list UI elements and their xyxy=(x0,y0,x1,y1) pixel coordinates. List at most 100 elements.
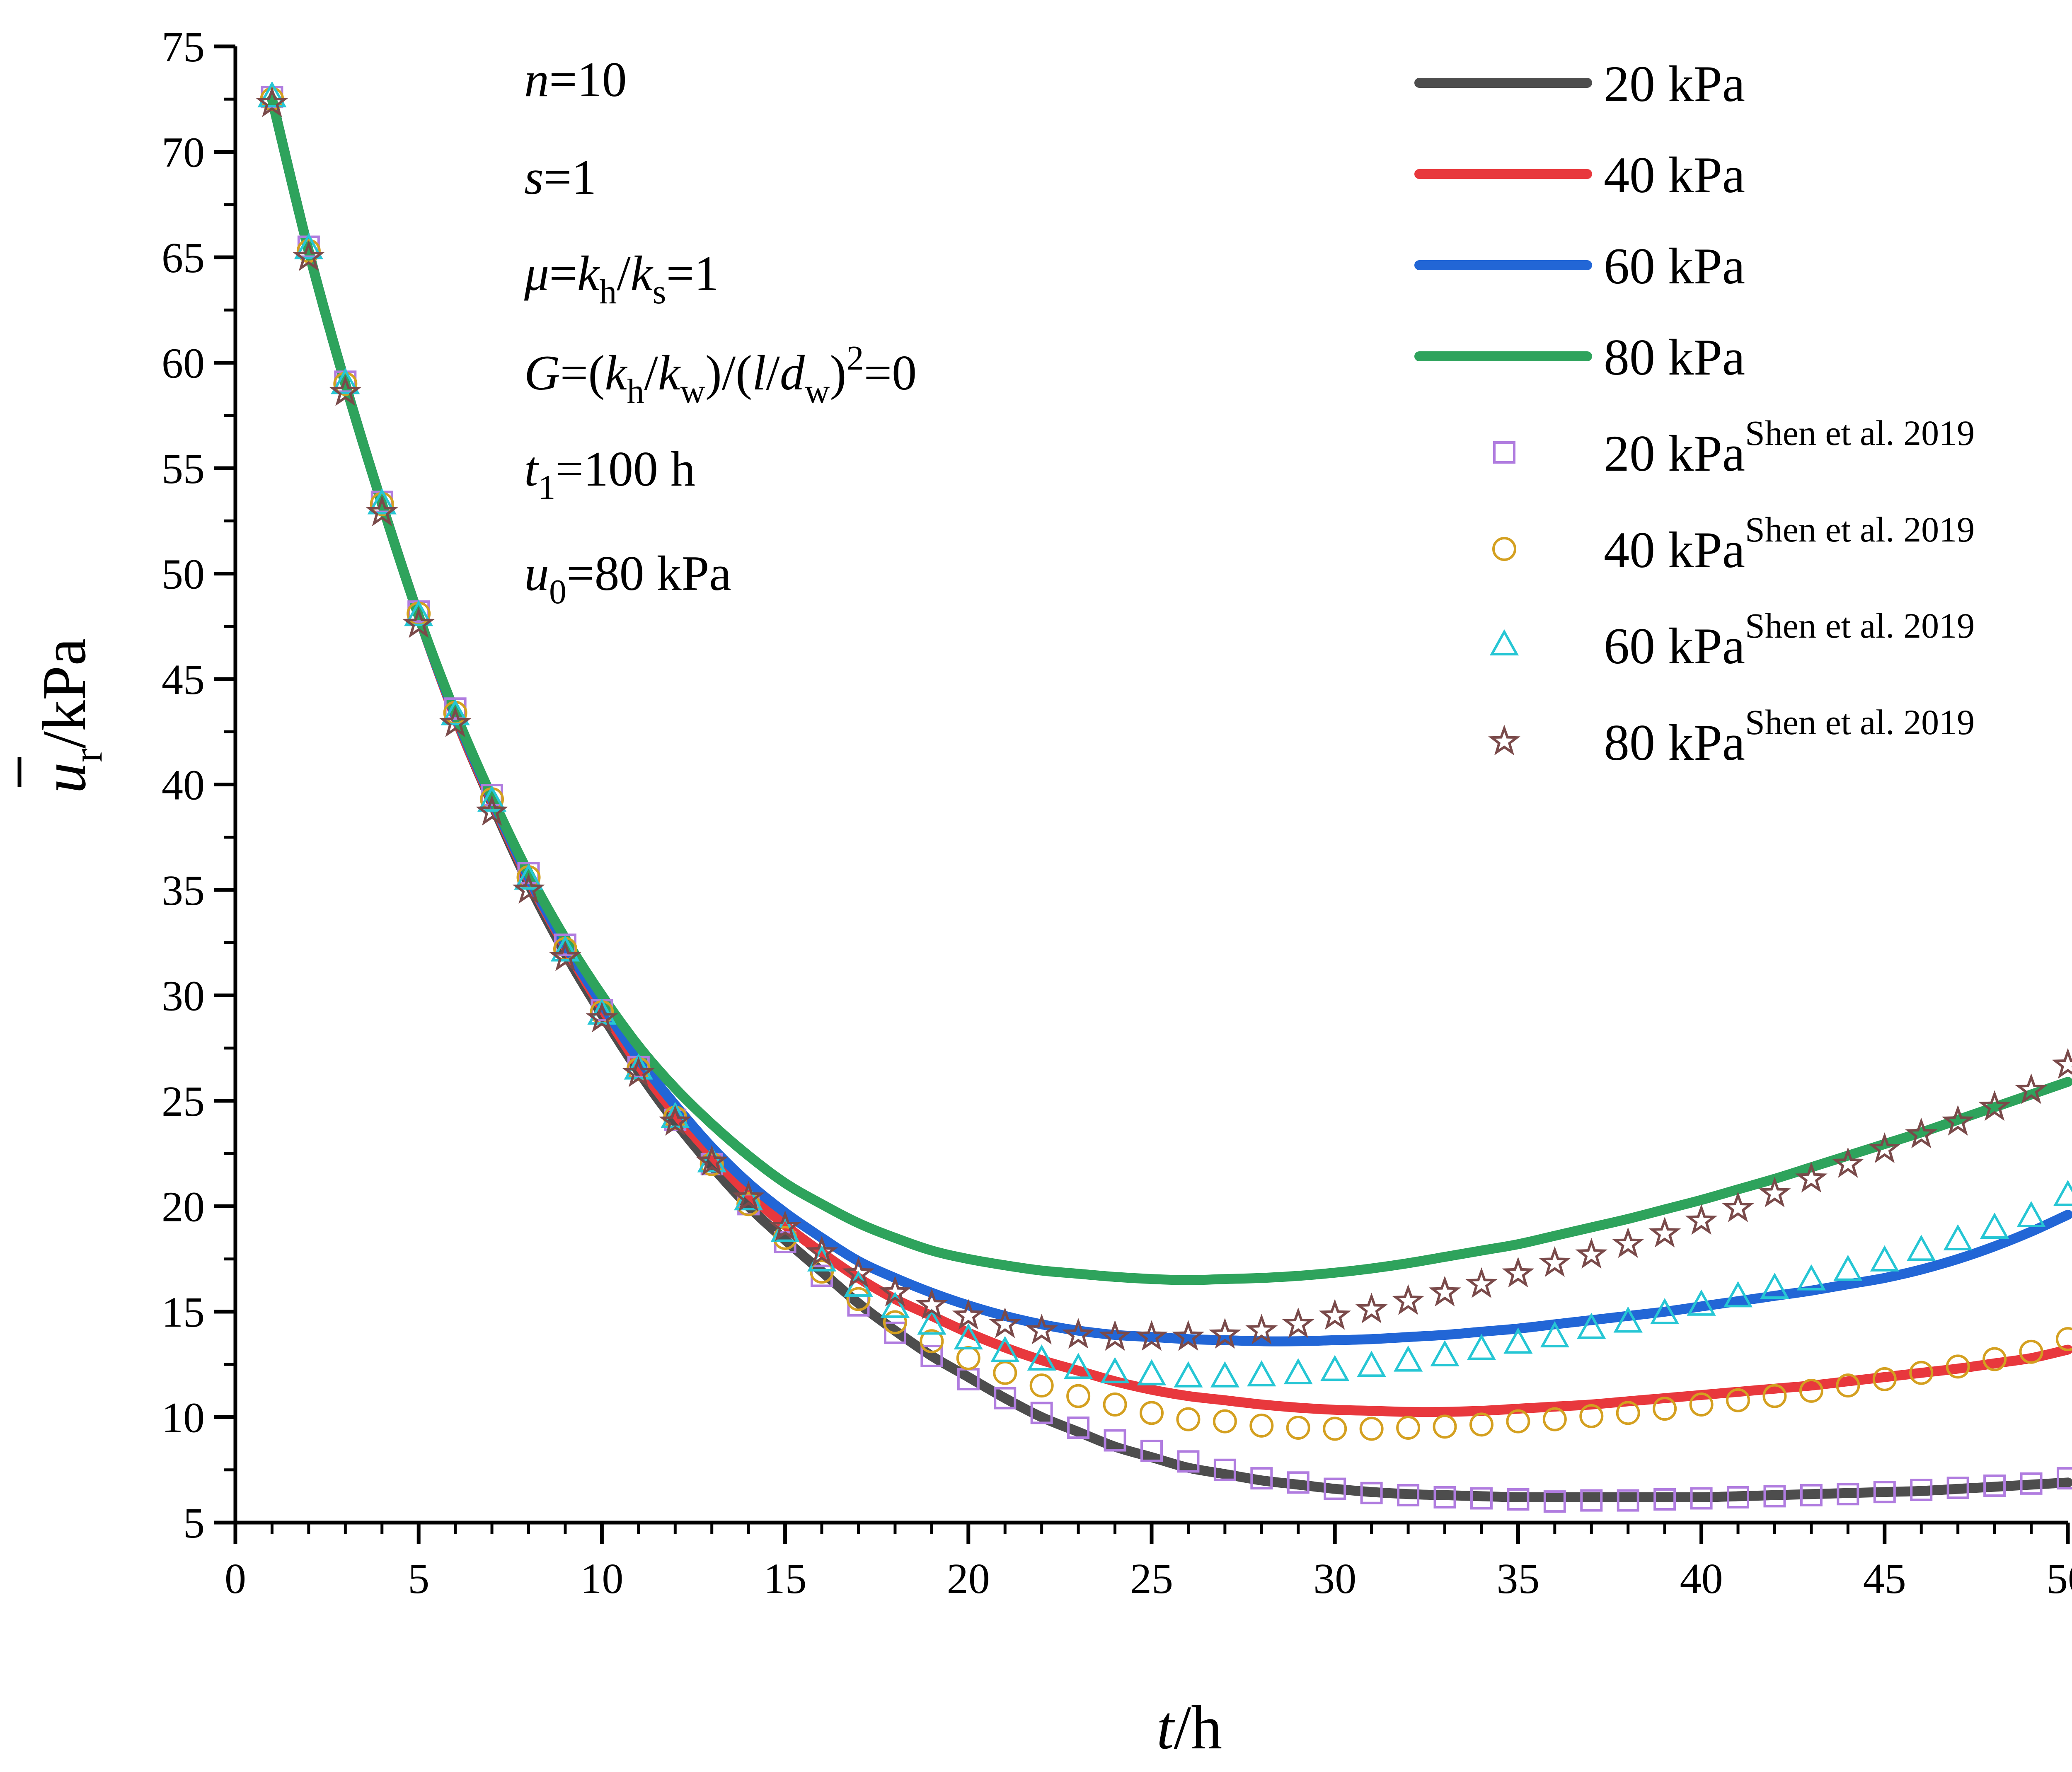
x-tick-label: 30 xyxy=(1313,1555,1356,1603)
marker-series-80-kpa xyxy=(256,86,2072,1351)
circle-marker xyxy=(1140,1401,1164,1425)
triangle-marker xyxy=(514,863,543,890)
annotation-line: n=10 xyxy=(524,52,627,107)
triangle-marker xyxy=(1907,1235,1936,1261)
star-marker xyxy=(952,1299,985,1330)
legend-item: 60 kPa xyxy=(1414,238,1745,295)
triangle-marker xyxy=(1489,629,1519,655)
x-ticks: 0 5 10 15 20 25 30 35 40 45 50 xyxy=(225,1523,2072,1603)
circle-marker xyxy=(1359,1417,1384,1441)
y-tick-label: 20 xyxy=(162,1183,205,1231)
square-marker xyxy=(1030,1402,1053,1424)
triangle-marker xyxy=(1137,1359,1167,1385)
triangle-marker xyxy=(1870,1245,1899,1272)
square-marker xyxy=(2020,1472,2043,1495)
star-marker xyxy=(402,607,435,638)
legend-item: 20 kPa xyxy=(1414,56,1745,112)
square-marker xyxy=(1433,1486,1456,1508)
star-marker xyxy=(1612,1227,1644,1258)
star-marker xyxy=(366,495,398,527)
star-marker xyxy=(1648,1216,1681,1247)
circle-marker xyxy=(1689,1392,1714,1417)
circle-marker xyxy=(1982,1347,2007,1371)
x-axis-var: t xyxy=(1157,1693,1175,1762)
circle-marker xyxy=(700,1152,724,1176)
square-marker xyxy=(1213,1458,1236,1481)
circle-marker xyxy=(1579,1404,1604,1428)
marker-series-60-kpa xyxy=(257,81,2072,1388)
series-line-80-kpa xyxy=(267,94,2072,1285)
legend-label: 60 kPaShen et al. 2019 xyxy=(1604,606,1975,674)
star-marker xyxy=(622,1056,655,1087)
triangle-marker xyxy=(1247,1360,1276,1387)
x-tick-label: 40 xyxy=(1680,1555,1723,1603)
square-marker xyxy=(1653,1488,1676,1511)
x-axis-title: t/h xyxy=(1157,1693,1222,1762)
square-marker xyxy=(1067,1416,1090,1439)
annotation-line: t1=100 h xyxy=(524,441,695,507)
circle-marker xyxy=(1909,1361,1934,1385)
circle-marker xyxy=(2019,1339,2043,1364)
star-marker xyxy=(915,1288,948,1319)
star-marker xyxy=(586,1001,618,1032)
triangle-marker xyxy=(1174,1361,1203,1388)
circle-marker xyxy=(993,1361,1017,1385)
y-tick-label: 75 xyxy=(162,23,205,71)
y-tick-label: 10 xyxy=(162,1394,205,1442)
triangle-marker xyxy=(331,368,360,394)
star-marker xyxy=(1941,1105,1974,1136)
y-axis-title: ur/kPa xyxy=(17,638,111,793)
square-marker xyxy=(1727,1486,1750,1508)
star-marker xyxy=(732,1181,765,1212)
triangle-marker xyxy=(880,1291,910,1318)
triangle-marker xyxy=(990,1336,1020,1362)
circle-marker xyxy=(846,1287,871,1311)
star-marker xyxy=(1868,1132,1901,1163)
square-marker xyxy=(1543,1490,1566,1513)
x-tick-label: 45 xyxy=(1863,1555,1906,1603)
circle-marker xyxy=(1103,1392,1127,1417)
triangle-marker xyxy=(1760,1272,1789,1299)
triangle-marker xyxy=(1100,1357,1130,1383)
star-marker xyxy=(329,375,362,406)
circle-marker xyxy=(1469,1412,1493,1437)
legend-source: Shen et al. 2019 xyxy=(1745,413,1975,453)
svg-text:ur/kPa: ur/kPa xyxy=(30,638,111,793)
star-marker xyxy=(1685,1204,1718,1235)
star-marker xyxy=(512,873,545,904)
legend-label: 40 kPaShen et al. 2019 xyxy=(1604,510,1975,578)
star-marker xyxy=(1905,1117,1938,1148)
triangle-marker xyxy=(257,81,287,108)
square-marker xyxy=(1910,1479,1933,1501)
triangle-marker xyxy=(1430,1340,1460,1366)
triangle-marker xyxy=(404,600,433,626)
legend-label: 80 kPaShen et al. 2019 xyxy=(1604,702,1975,771)
circle-marker xyxy=(1799,1378,1823,1403)
triangle-marker xyxy=(1980,1212,2009,1239)
triangle-marker xyxy=(441,699,470,725)
square-marker xyxy=(1800,1484,1823,1506)
y-tick-label: 25 xyxy=(162,1078,205,1125)
triangle-marker xyxy=(1393,1345,1423,1372)
circle-marker xyxy=(1726,1388,1750,1412)
legend-item: 60 kPaShen et al. 2019 xyxy=(1489,606,1975,674)
circle-marker xyxy=(2056,1327,2072,1351)
y-axis-sub: r xyxy=(65,749,111,762)
star-marker xyxy=(1062,1318,1095,1349)
star-marker xyxy=(549,940,581,972)
annotation-line: s=1 xyxy=(524,150,596,205)
x-tick-label: 50 xyxy=(2046,1555,2072,1603)
x-tick-label: 5 xyxy=(408,1555,429,1603)
y-tick-label: 70 xyxy=(162,129,205,176)
circle-marker xyxy=(1616,1401,1640,1425)
circle-marker xyxy=(1286,1415,1310,1440)
y-tick-label: 40 xyxy=(162,762,205,809)
parameter-annotations: n=10 s=1 μ=kh/ks=1 G=(kh/kw)/(l/dw)2=0 t1=10… xyxy=(524,52,917,611)
series-markers xyxy=(256,81,2072,1513)
star-marker xyxy=(1722,1191,1755,1222)
circle-marker xyxy=(1323,1417,1347,1441)
x-tick-label: 10 xyxy=(580,1555,623,1603)
triangle-marker xyxy=(1210,1361,1239,1388)
legend-label: 80 kPa xyxy=(1604,329,1745,386)
